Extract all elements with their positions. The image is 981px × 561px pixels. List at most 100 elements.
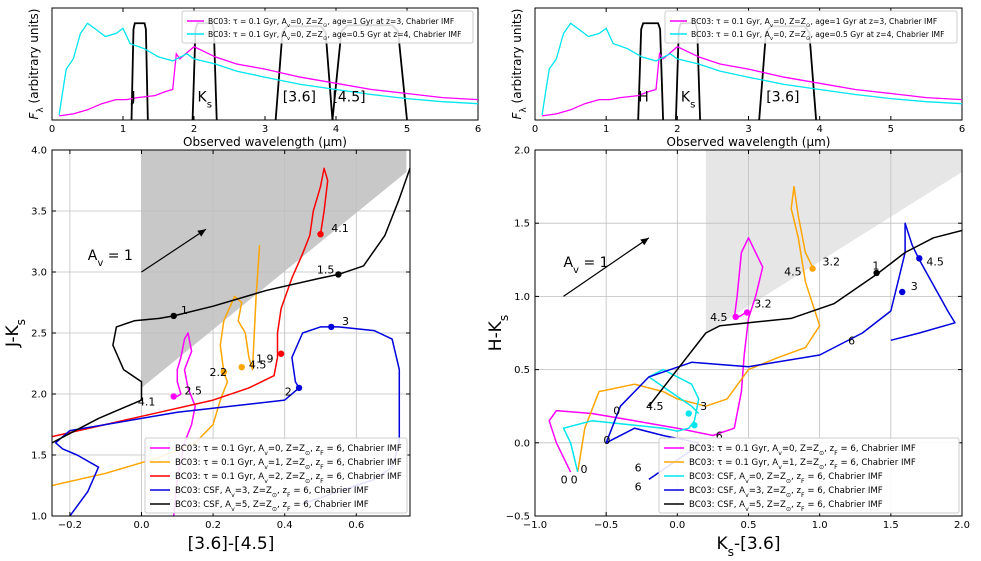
color-right-point-label-3-0: 4.5 [646,400,664,413]
color-left-point-label-4-0: 4.1 [331,222,349,235]
color-left-point-5 [295,384,303,392]
color-right-ytick-label-2: 0.5 [514,365,530,376]
color-right-track-4 [648,229,962,407]
color-left-region [141,150,407,516]
color-left-point-label-0-0: 2.5 [184,384,202,397]
color-left-legend-label-4: BC03: CSF, Av=5, Z=Z⊙, zF = 6, Chabrier … [175,500,369,513]
sed-left-series-magenta [59,45,479,117]
sed-right-filter-label-2: [3.6] [766,90,799,106]
color-right-reddening-arrow [563,237,650,297]
sed-left-xtick-label-6: 6 [475,124,481,135]
sed-right-series-magenta [542,45,963,117]
color-left-ytick-label-5: 3.5 [31,207,47,218]
sed-right-xtick-label-6: 6 [959,124,965,135]
color-right-point-1 [743,309,751,316]
sed-right-xtick-label-3: 3 [745,124,751,135]
color-left-point-3 [277,350,285,357]
color-right-age-label-2: 0 [561,473,568,486]
sed-left-filter-label-1: Ks [198,90,212,111]
color-right-age-label-1: 0 [603,434,610,447]
color-right-xtick-label-6: 2.0 [954,520,970,531]
color-left-point-8 [335,271,342,278]
color-right-point-6 [916,255,923,262]
sed-right-legend: BC03: τ = 0.1 Gyr, Av=0, Z=Z⊙, age=1 Gyr… [664,10,958,44]
color-right-legend-label-3: BC03: CSF, Av=3, Z=Z⊙, zF = 6, Chabrier … [689,486,883,499]
color-right-reddening-label: Av = 1 [563,255,608,276]
color-left-xtick-label-0: −0.2 [58,520,82,531]
color-right-track-0 [548,237,764,473]
color-left-point-0 [170,393,177,400]
color-left-ytick-label-1: 1.5 [31,451,47,462]
color-right-xtick-label-0: −1.0 [523,520,547,531]
color-right-ylabel: H-Ks [486,315,511,351]
color-left-point-4 [317,230,324,238]
color-right-point-0 [732,313,739,321]
color-right-point-4 [691,422,698,429]
color-left-reddening-arrowhead [197,229,206,237]
color-left-xtick-label-3: 0.4 [277,520,293,531]
color-right-reddening-arrowhead [640,237,649,246]
sed-right-xlabel: Observed wavelength (μm) [667,135,831,149]
sed-right-legend-box [664,10,958,44]
color-right-point-5 [899,288,906,296]
color-right-age-label-3: 0 [571,473,578,486]
color-left-point-label-0-1: 4.1 [138,395,156,408]
color-left-point-1 [220,368,228,376]
color-right-point-2 [809,265,816,272]
sed-left-panel: J Ks [3.6] [4.5] 0 1 2 3 4 5 6 Observed wavelength … [27,7,481,149]
color-right-legend-label-1: BC03: τ = 0.1 Gyr, Av=1, Z=Z⊙, zF = 6, C… [689,458,916,471]
color-right-track-1 [576,185,821,473]
color-left-xlabel: [3.6]-[4.5] [188,534,275,554]
color-left-panel: Av = 1 2.5 4.1 2.2 4.51.9 4.1 2 3 1 1.5 −0.2 0.0 0.2… [3,146,411,554]
color-right-xlabel: Ks-[3.6] [717,534,781,559]
sed-left-legend-label-0: BC03: τ = 0.1 Gyr, Av=0, Z=Z⊙, age=1 Gyr… [208,17,454,29]
sed-left-xtick-label-1: 1 [120,124,126,135]
sed-right-xtick-label-1: 1 [603,124,609,135]
color-right-age-label-4: 0 [581,463,588,476]
color-right-point-label-2-0: 4.5 [784,266,802,279]
sed-left-xtick-label-0: 0 [49,124,55,135]
color-left-point-2 [238,363,245,371]
color-left-legend-label-0: BC03: τ = 0.1 Gyr, Av=0, Z=Z⊙, zF = 6, C… [175,444,402,457]
color-left-point-label-8-0: 1.5 [317,264,335,277]
color-left-point-label-1-0: 2.2 [210,366,228,379]
color-left-point-label-5-0: 2 [285,386,292,399]
color-right-legend-label-0: BC03: τ = 0.1 Gyr, Av=0, Z=Z⊙, zF = 6, C… [689,444,916,457]
color-left-track-0 [172,332,196,516]
color-right-point-7 [873,269,880,277]
sed-right-legend-label-1: BC03: τ = 0.1 Gyr, Av=0, Z=Z⊙, age=0.5 G… [691,30,944,42]
color-left-ytick-label-6: 4.0 [31,146,47,157]
color-right-xtick-label-5: 1.5 [883,520,899,531]
color-right-ytick-label-1: 0.0 [514,438,530,449]
color-right-point-label-6-0: 4.5 [926,255,944,268]
sed-right-series-cyan [541,22,963,115]
sed-left-series-cyan [58,22,479,115]
color-right-legend-box [658,437,960,514]
sed-right-panel: H Ks [3.6] 0 1 2 3 4 5 6 Observed wavelength (μm) F… [510,7,965,149]
color-left-ytick-label-4: 3.0 [31,268,47,279]
color-left-xtick-label-4: 0.6 [348,520,364,531]
color-right-xtick-label-1: −0.5 [594,520,618,531]
sed-left-xlabel: Observed wavelength (μm) [183,135,347,149]
sed-right-xtick-label-4: 4 [816,124,822,135]
color-left-point-7 [170,312,177,320]
color-left-point-6 [328,323,335,331]
sed-left-legend: BC03: τ = 0.1 Gyr, Av=0, Z=Z⊙, age=1 Gyr… [181,10,474,44]
color-right-ytick-label-4: 1.5 [514,219,530,230]
sed-left-filter-label-0: J [131,90,136,106]
color-left-track-4 [52,168,410,444]
color-right-point-label-2-1: 3.2 [823,255,841,268]
color-right-age-label-6: 6 [848,334,855,347]
color-right-legend-label-4: BC03: CSF, Av=5, Z=Z⊙, zF = 6, Chabrier … [689,500,883,513]
color-right-legend: BC03: τ = 0.1 Gyr, Av=0, Z=Z⊙, zF = 6, C… [658,437,960,514]
sed-right-xtick-label-2: 2 [674,124,680,135]
color-left-xtick-label-1: 0.0 [134,520,150,531]
sed-left-legend-label-1: BC03: τ = 0.1 Gyr, Av=0, Z=Z⊙, age=0.5 G… [208,30,461,42]
color-right-legend-label-2: BC03: CSF, Av=0, Z=Z⊙, zF = 6, Chabrier … [689,472,883,485]
color-right-ytick-label-3: 1.0 [514,292,530,303]
sed-left-filter-label-2: [3.6] [283,90,316,106]
color-left-xtick-label-2: 0.2 [205,520,221,531]
sed-left-xtick-label-5: 5 [404,124,410,135]
